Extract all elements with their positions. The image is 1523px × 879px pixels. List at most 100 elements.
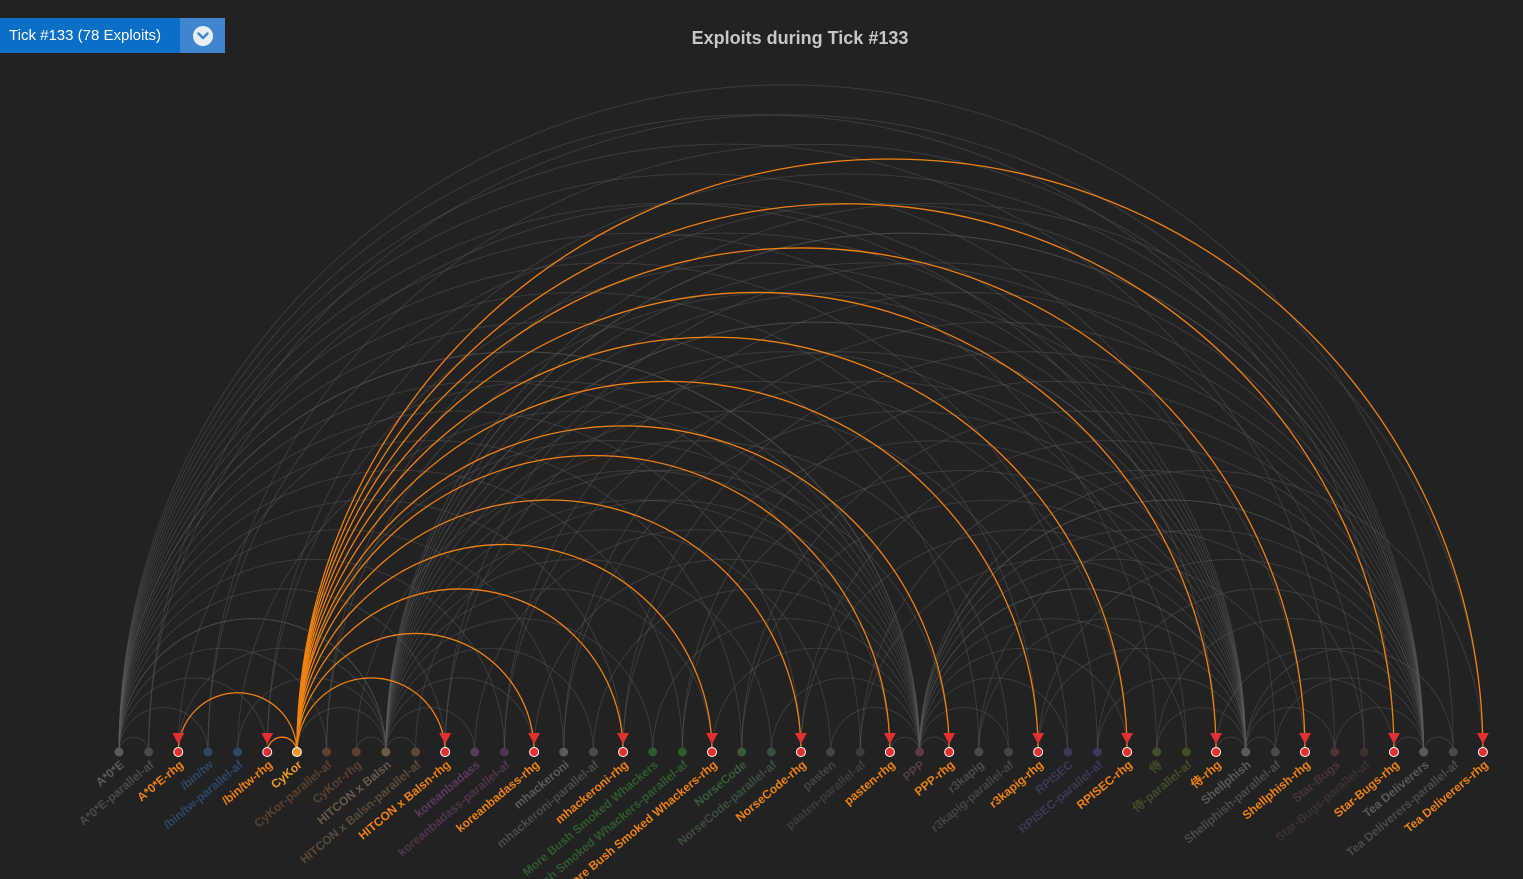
background-arc: [978, 529, 1425, 753]
node-pasten-parallel-af[interactable]: [855, 747, 865, 757]
node-mhackeroni-parallel-af[interactable]: [588, 747, 598, 757]
background-arc: [207, 143, 1425, 753]
node-cykor[interactable]: [291, 747, 302, 757]
background-arc: [177, 380, 921, 753]
background-arc: [800, 529, 1247, 753]
background-arc: [1096, 588, 1425, 753]
node-more-bush-smoked-whackers[interactable]: [648, 747, 658, 757]
background-arc: [1245, 736, 1276, 753]
node-rpisec[interactable]: [1063, 747, 1073, 757]
node-a-0-e[interactable]: [114, 747, 124, 757]
node-bin-tw[interactable]: [203, 747, 213, 757]
tick-selector[interactable]: Tick #133 (78 Exploits): [0, 18, 225, 53]
target-arrow: [439, 733, 452, 744]
node-ppp[interactable]: [915, 747, 925, 757]
background-arc: [326, 292, 1247, 753]
node-shellphish[interactable]: [1241, 747, 1251, 757]
node-r3kapig-parallel-af[interactable]: [1004, 747, 1013, 757]
node-cykor-parallel-af[interactable]: [322, 747, 332, 757]
background-arc: [711, 647, 921, 753]
node-r3kapig[interactable]: [974, 747, 984, 757]
target-arrow: [706, 733, 718, 744]
exploit-arc-tea-deliverers-rhg: [296, 158, 1484, 753]
target-arrow: [794, 733, 807, 744]
node-ppp-rhg[interactable]: [944, 747, 955, 757]
background-arc: [385, 707, 476, 753]
background-arc: [503, 380, 1247, 753]
node-rpisec-rhg[interactable]: [1122, 747, 1133, 757]
node-pasten-rhg[interactable]: [884, 747, 895, 757]
background-arc: [385, 321, 1247, 753]
node-norsecode-parallel-af[interactable]: [766, 747, 776, 757]
background-arc: [385, 736, 416, 753]
background-arc: [118, 677, 268, 753]
background-arc: [800, 440, 1425, 753]
node-bin-tw-parallel-af[interactable]: [233, 747, 243, 757]
chart-title: Exploits during Tick #133: [691, 28, 909, 48]
node-parallel-af[interactable]: [1181, 747, 1191, 757]
node-koreanbadass-rhg[interactable]: [529, 747, 540, 757]
background-arc: [1215, 736, 1247, 753]
node-hitcon-x-balsn-rhg[interactable]: [440, 747, 451, 757]
node-star-bugs-rhg[interactable]: [1388, 747, 1399, 757]
node-pasten[interactable]: [826, 747, 836, 757]
background-arc: [1245, 707, 1336, 753]
background-arc: [1334, 707, 1425, 753]
node-more-bush-smoked-whackers-parallel-af[interactable]: [677, 747, 687, 757]
node-hitcon-x-balsn[interactable]: [381, 747, 391, 757]
background-arc: [919, 677, 1069, 753]
node-a-0-e-parallel-af[interactable]: [144, 747, 154, 757]
background-arc: [919, 618, 1187, 753]
node-samurai[interactable]: [1152, 747, 1162, 757]
background-arc: [919, 499, 1425, 753]
background-arc: [919, 499, 1425, 753]
background-arc: [1037, 558, 1425, 753]
background-arc: [118, 262, 1098, 753]
exploit-arc-star-bugs-rhg: [296, 202, 1395, 753]
background-arc: [118, 292, 1039, 753]
target-arrow: [617, 733, 630, 744]
target-arrow: [261, 733, 274, 744]
node-cykor-rhg[interactable]: [351, 747, 361, 757]
exploit-arc-norsecode-rhg: [296, 499, 802, 753]
background-arc: [1096, 677, 1247, 753]
background-arc: [770, 677, 921, 753]
node-r3kapig-rhg[interactable]: [1033, 747, 1044, 757]
background-arc: [118, 203, 1217, 753]
background-arc: [118, 173, 1276, 753]
node-star-bugs[interactable]: [1330, 747, 1340, 757]
node-norsecode-rhg[interactable]: [795, 747, 806, 757]
background-arc: [889, 736, 921, 753]
background-arc: [741, 410, 1425, 753]
node-tea-deliverers-rhg[interactable]: [1477, 747, 1488, 757]
node-hitcon-x-balsn-parallel-af[interactable]: [411, 747, 420, 757]
background-arc: [385, 677, 535, 753]
background-arc: [919, 588, 1247, 753]
node-a-0-e-rhg[interactable]: [173, 747, 184, 757]
background-arc: [859, 558, 1247, 753]
node-koreanbadass[interactable]: [470, 747, 480, 757]
node-shellphish-parallel-af[interactable]: [1270, 747, 1280, 757]
background-arc: [592, 588, 921, 753]
background-arc: [1274, 677, 1425, 753]
background-arc: [385, 647, 594, 753]
background-arc: [237, 410, 921, 753]
node-tea-deliverers[interactable]: [1419, 747, 1429, 757]
node-norsecode[interactable]: [737, 747, 747, 757]
background-arc: [533, 558, 921, 753]
tick-selector-toggle[interactable]: [180, 18, 225, 53]
background-arc: [503, 292, 1425, 753]
node-bin-tw-rhg[interactable]: [262, 747, 273, 757]
node-mhackeroni-rhg[interactable]: [618, 747, 629, 757]
background-arc: [622, 440, 1247, 753]
node-rhg[interactable]: [1211, 747, 1222, 757]
exploit-arc-koreanbadass-rhg: [296, 632, 535, 753]
node-star-bugs-parallel-af[interactable]: [1359, 747, 1369, 757]
node-shellphish-rhg[interactable]: [1300, 747, 1310, 757]
node-rpisec-parallel-af[interactable]: [1092, 747, 1102, 757]
node-koreanbadass-parallel-af[interactable]: [499, 747, 509, 757]
node-mhackeroni[interactable]: [559, 747, 569, 757]
node-more-bush-smoked-whackers-rhg[interactable]: [707, 747, 717, 757]
background-arc: [296, 440, 921, 753]
node-tea-deliverers-parallel-af[interactable]: [1448, 747, 1458, 757]
